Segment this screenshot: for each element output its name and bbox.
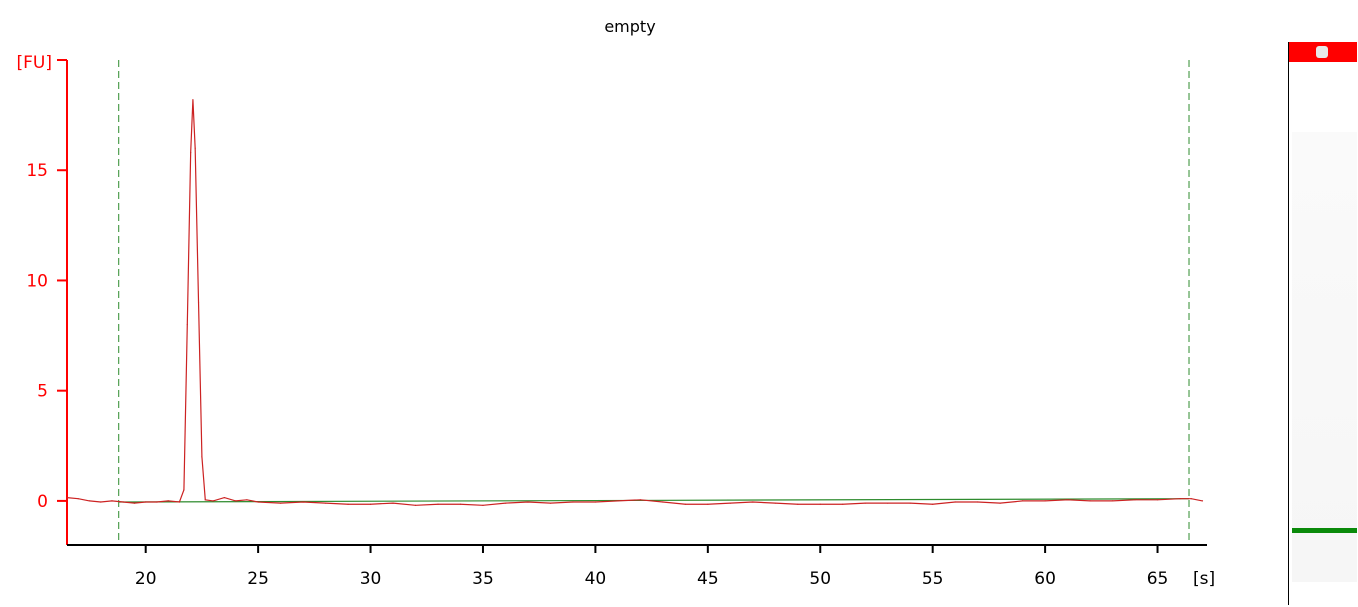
signal-point	[459, 503, 462, 505]
signal-point	[1190, 498, 1192, 500]
signal-point	[324, 502, 327, 504]
signal-point	[1022, 500, 1024, 502]
signal-point	[482, 504, 484, 506]
gel-lane	[1288, 42, 1357, 605]
gel-well-icon	[1316, 46, 1328, 58]
signal-point	[999, 502, 1001, 504]
signal-point	[257, 501, 259, 503]
signal-point	[774, 502, 776, 504]
signal-point	[178, 501, 181, 503]
signal-point	[1066, 499, 1069, 501]
x-tick-label: 35	[472, 569, 494, 589]
signal-point	[527, 501, 529, 503]
tick-labels: 0 5 10 15 20 25 30 35 40 45 50 55 60 65	[26, 161, 1168, 589]
signal-point	[684, 503, 686, 505]
x-tick-label: 20	[135, 569, 157, 589]
signal-point	[864, 502, 866, 504]
signal-point	[1089, 500, 1091, 502]
signal-point	[1201, 500, 1204, 502]
x-tick-label: 30	[360, 569, 382, 589]
signal-point	[223, 497, 225, 499]
signal-point	[77, 498, 79, 500]
signal-point	[954, 501, 956, 503]
gel-lane-background	[1292, 132, 1357, 582]
x-tick-label: 65	[1147, 569, 1169, 589]
signal-point	[183, 489, 185, 491]
signal-point	[235, 500, 237, 502]
signal-point	[156, 501, 158, 503]
signal-point	[369, 503, 372, 505]
signal-point	[190, 151, 192, 154]
signal-point	[186, 323, 188, 326]
y-tick-label: 15	[26, 161, 48, 181]
signal-point	[752, 501, 754, 503]
signal-point	[932, 503, 934, 505]
data-series	[66, 99, 1204, 506]
signal-point	[66, 497, 68, 499]
signal-point	[280, 502, 282, 504]
signal-point	[842, 503, 844, 505]
signal-point	[122, 501, 124, 503]
y-tick-label: 5	[37, 382, 48, 402]
signal-point	[909, 502, 911, 504]
signal-point	[302, 501, 304, 503]
x-tick-label: 40	[585, 569, 607, 589]
x-tick-label: 60	[1034, 569, 1056, 589]
marker-lines	[118, 60, 1190, 545]
signal-point	[246, 499, 248, 501]
gel-upper-marker	[1289, 42, 1357, 62]
electropherogram-chart: empty [FU] [s] 0 5 10 15 20 25 30 35 40 45 50 55 60 6…	[17, 17, 1216, 589]
signal-point	[347, 503, 349, 505]
signal-point	[549, 502, 552, 504]
axes	[57, 59, 1207, 546]
signal-point	[167, 500, 169, 502]
signal-point	[887, 502, 889, 504]
signal-point	[729, 502, 731, 504]
signal-point	[1156, 499, 1159, 501]
signal-point	[572, 501, 574, 503]
y-tick-label: 10	[26, 271, 48, 291]
signal-point	[100, 501, 102, 503]
signal-point	[617, 500, 619, 502]
gel-lower-marker-band	[1292, 528, 1357, 533]
x-axis-label: [s]	[1193, 569, 1215, 589]
signal-point	[145, 501, 147, 503]
signal-point	[662, 501, 664, 503]
signal-point	[414, 504, 417, 506]
signal-point	[977, 501, 979, 503]
y-tick-label: 0	[37, 492, 48, 512]
signal-point	[594, 501, 597, 503]
signal-line	[66, 99, 1203, 506]
signal-point	[1179, 498, 1181, 500]
signal-point	[111, 500, 113, 502]
signal-point	[707, 503, 709, 505]
signal-point	[194, 147, 196, 149]
signal-point	[192, 99, 194, 101]
y-axis-label: [FU]	[17, 53, 53, 73]
signal-point	[201, 456, 203, 458]
signal-point	[819, 503, 821, 505]
x-tick-label: 45	[697, 569, 719, 589]
signal-point	[639, 499, 641, 501]
signal-point	[392, 502, 394, 504]
signal-point	[504, 502, 507, 504]
signal-point	[197, 301, 200, 304]
x-tick-label: 50	[809, 569, 831, 589]
signal-point	[797, 503, 799, 505]
x-tick-label: 25	[247, 569, 269, 589]
chart-title: empty	[604, 17, 655, 36]
signal-point	[88, 500, 91, 502]
signal-point	[133, 502, 136, 504]
baseline-line	[118, 498, 1190, 503]
signal-point	[1111, 500, 1114, 502]
x-tick-label: 55	[922, 569, 944, 589]
signal-point	[1134, 499, 1136, 501]
signal-point	[1044, 500, 1046, 502]
signal-point	[204, 499, 206, 501]
signal-point	[437, 503, 439, 505]
signal-point	[212, 500, 214, 502]
